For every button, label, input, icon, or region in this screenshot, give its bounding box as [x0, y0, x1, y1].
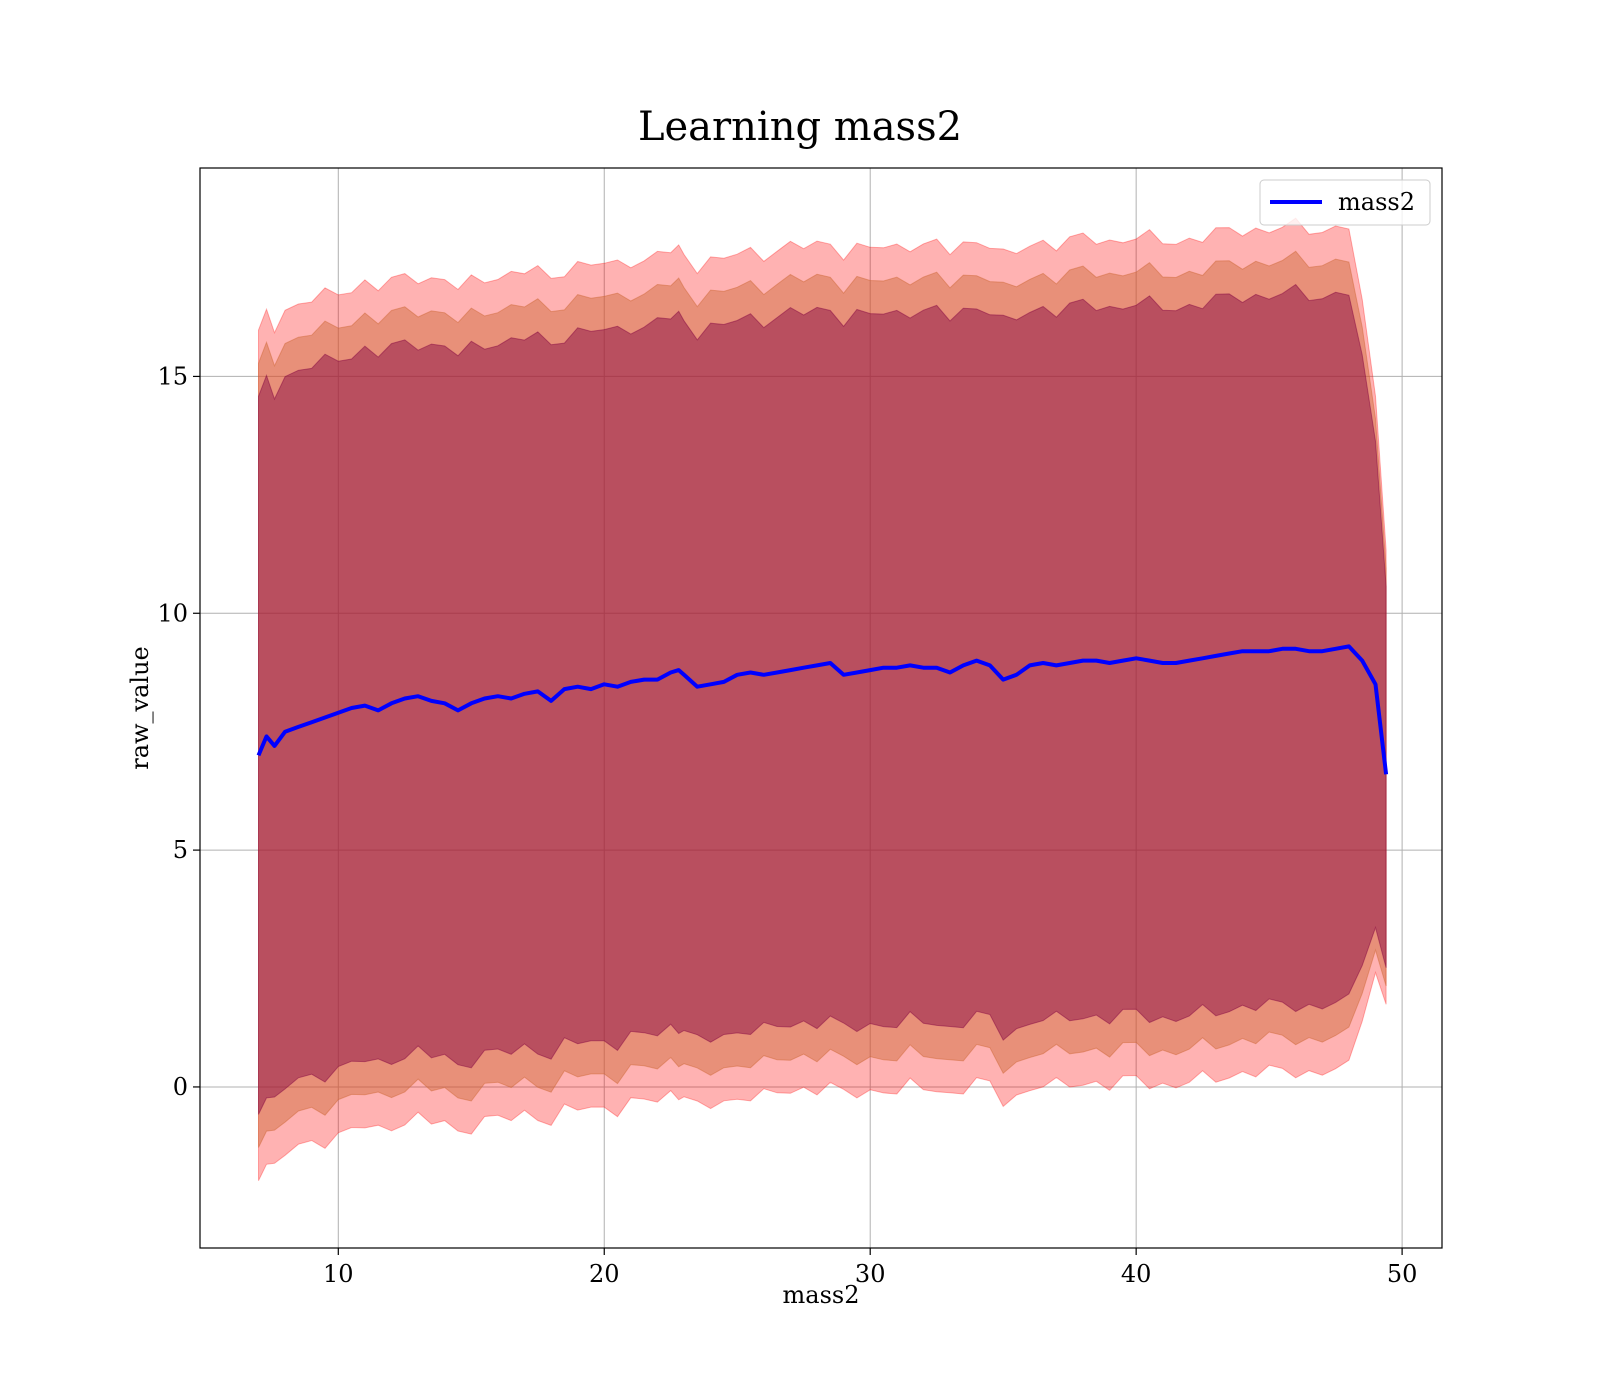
- plot-background: [200, 168, 1442, 1248]
- y-tick-label: 0: [173, 1073, 188, 1101]
- series-line-mass2: [256, 644, 1389, 775]
- plot-frame: [199, 167, 1443, 1249]
- x-axis-ticks: 10 20 30 40 50: [323, 1248, 1417, 1288]
- y-tick-label: 5: [173, 836, 188, 864]
- legend: mass2: [1259, 179, 1431, 226]
- outer-band: [258, 217, 1387, 1181]
- x-tick-label: 10: [323, 1260, 354, 1288]
- plot-area: 10 20 30 40 50 0 5 10 15: [157, 167, 1443, 1288]
- uncertainty-bands: [258, 217, 1387, 1181]
- series-line-layer: [256, 644, 1389, 775]
- chart-title: Learning mass2: [638, 104, 962, 150]
- y-tick-label: 10: [157, 599, 188, 627]
- grid-lines: [200, 168, 1442, 1248]
- inner-band: [258, 283, 1387, 1115]
- y-axis-ticks: 0 5 10 15: [157, 362, 200, 1101]
- legend-label: mass2: [1338, 188, 1415, 216]
- x-tick-label: 40: [1121, 1260, 1152, 1288]
- x-axis-label: mass2: [783, 1281, 860, 1309]
- middle-band: [258, 250, 1387, 1148]
- y-axis-label: raw_value: [126, 646, 154, 770]
- legend-box: [1259, 179, 1431, 226]
- y-tick-label: 15: [157, 362, 188, 390]
- x-tick-label: 20: [589, 1260, 620, 1288]
- x-tick-label: 50: [1387, 1260, 1418, 1288]
- x-tick-label: 30: [855, 1260, 886, 1288]
